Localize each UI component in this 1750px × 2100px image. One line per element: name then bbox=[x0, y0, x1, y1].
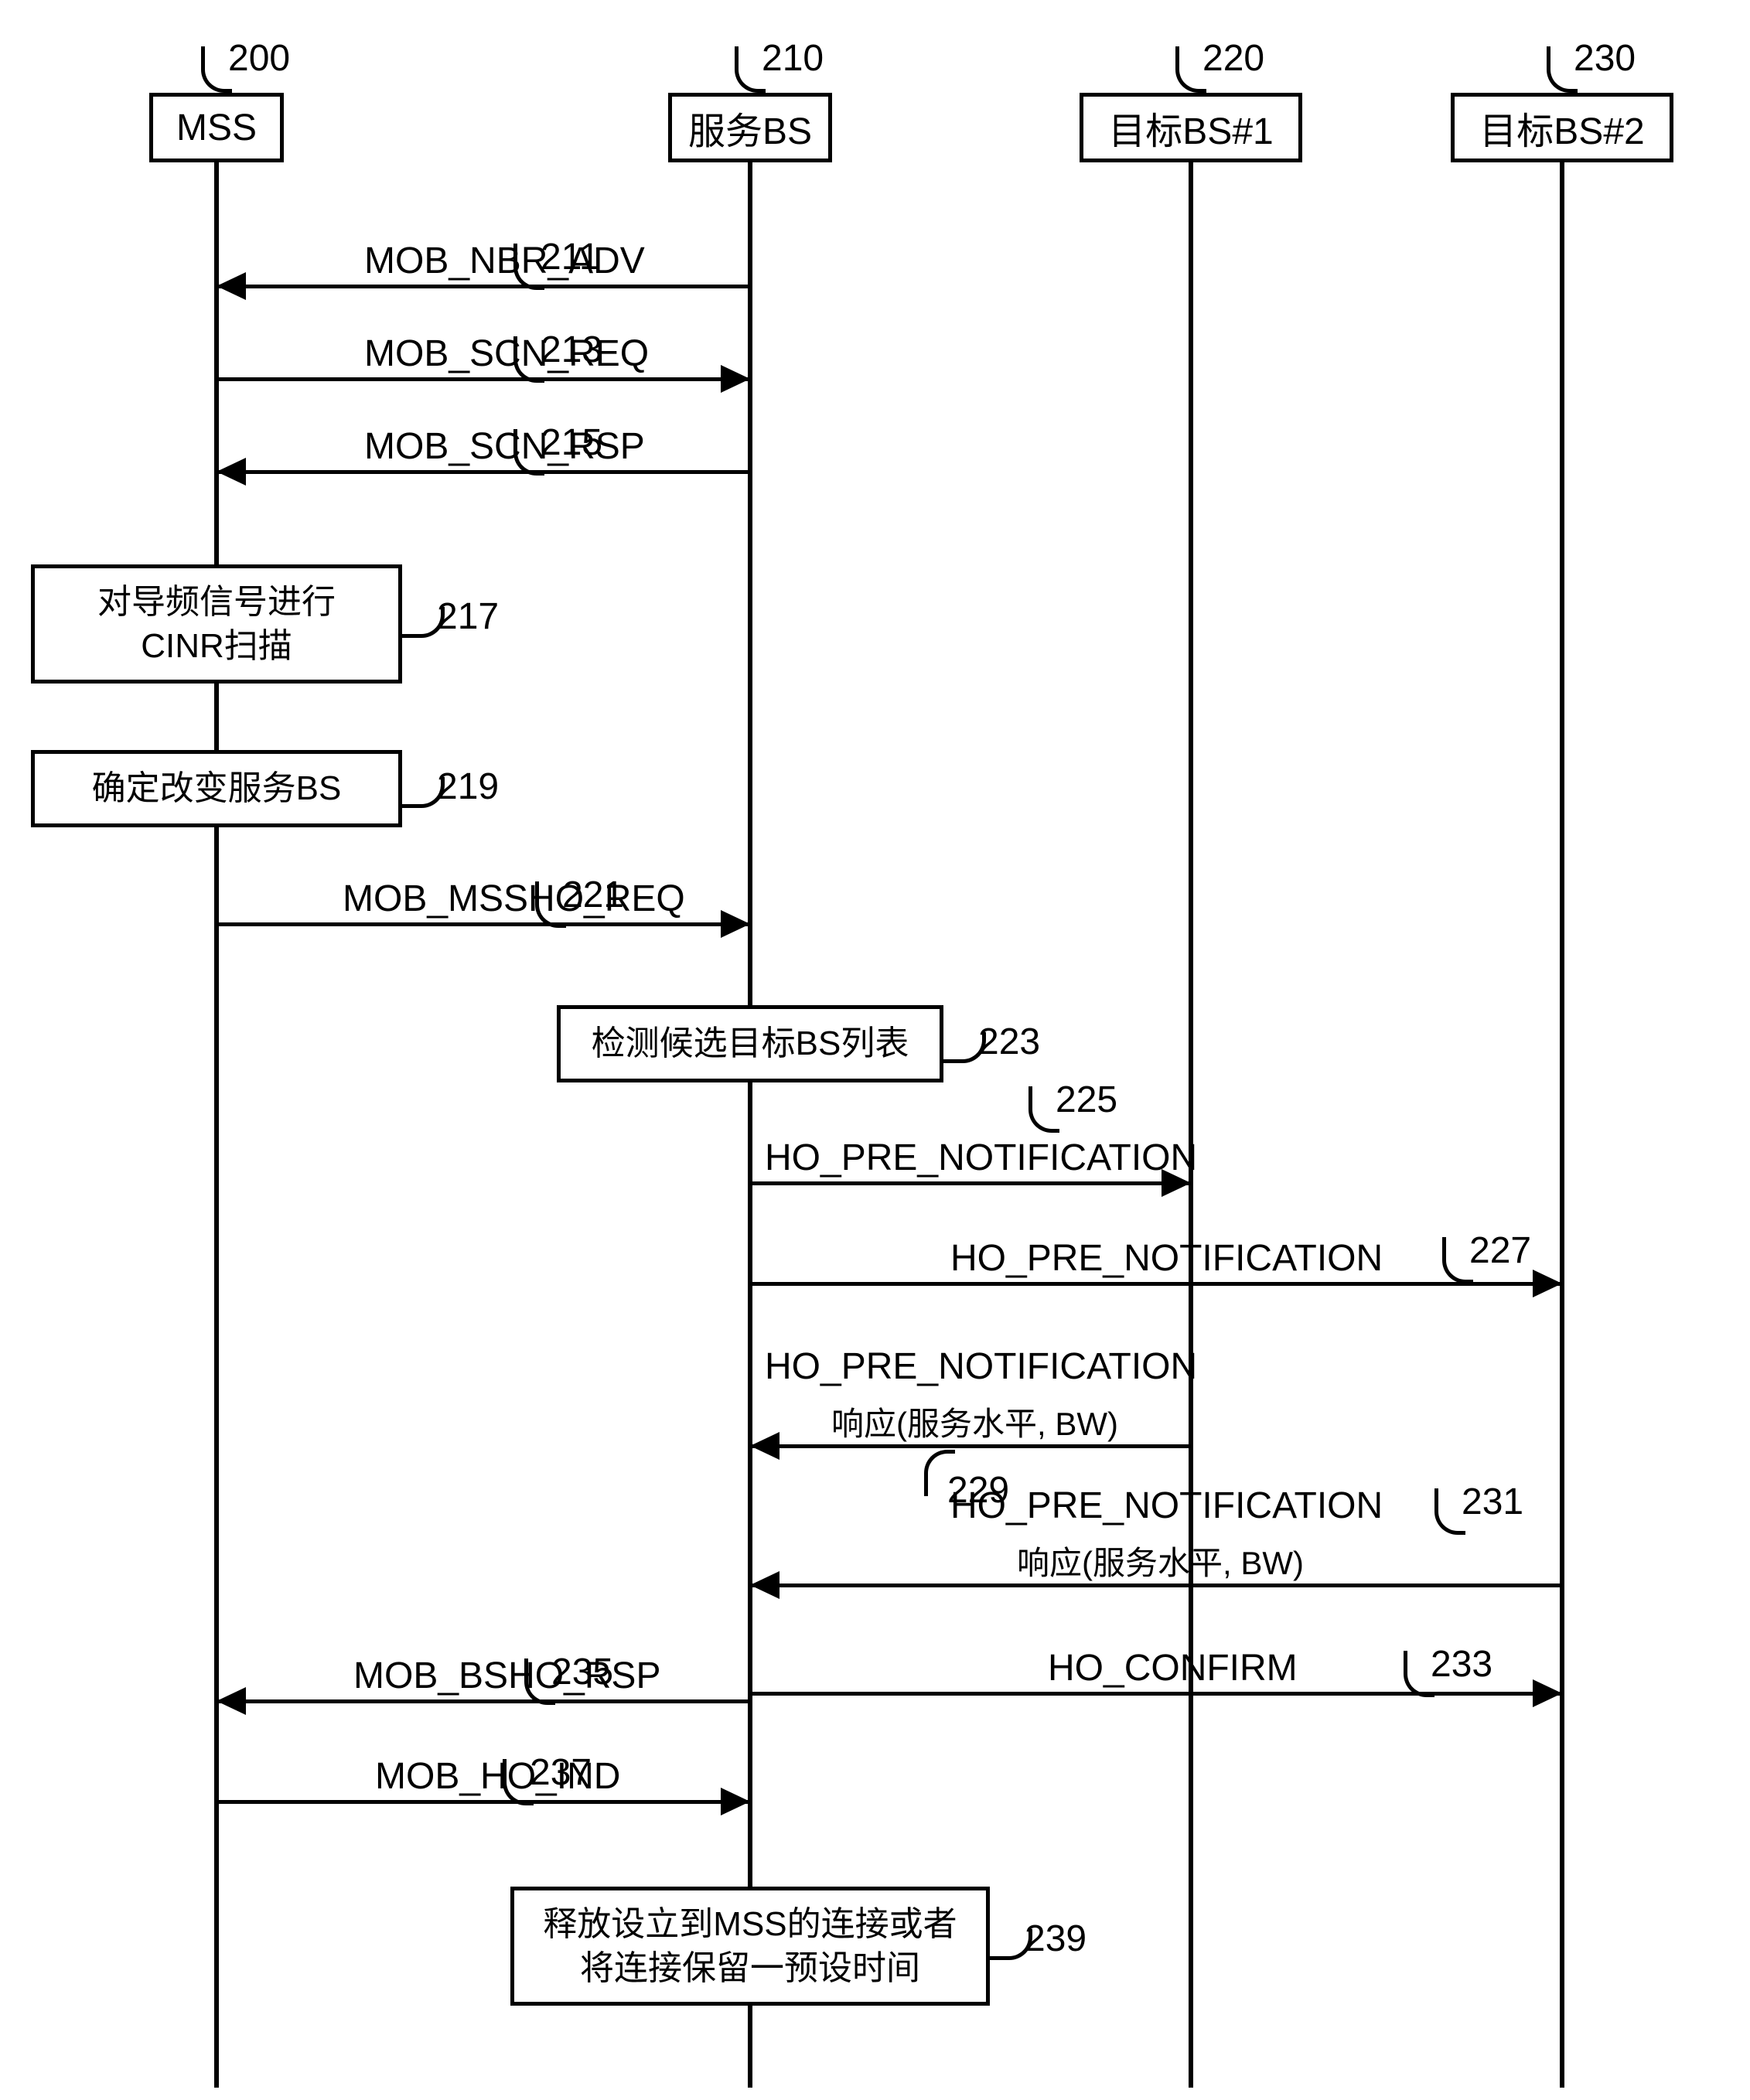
message-label: HO_PRE_NOTIFICATION bbox=[765, 1345, 1197, 1388]
message-line bbox=[750, 1282, 1562, 1286]
hook bbox=[1404, 1651, 1434, 1697]
message-ref: 215 bbox=[541, 421, 602, 464]
arrowhead bbox=[750, 1571, 779, 1599]
message-label: HO_PRE_NOTIFICATION bbox=[950, 1237, 1383, 1280]
message-label: MOB_BSHO_RSP bbox=[353, 1655, 660, 1697]
process-line: 检测候选目标BS列表 bbox=[592, 1021, 909, 1065]
message-ref: 233 bbox=[1431, 1643, 1492, 1686]
arrowhead bbox=[1533, 1270, 1562, 1297]
participant-ref-tgt1: 220 bbox=[1202, 37, 1264, 80]
process-ref: 223 bbox=[978, 1021, 1040, 1063]
message-label: MOB_NBR_ADV bbox=[364, 240, 645, 282]
message-line bbox=[217, 922, 750, 926]
message-label: HO_CONFIRM bbox=[1048, 1647, 1298, 1689]
participant-ref-srvbs: 210 bbox=[762, 37, 824, 80]
participant-srvbs: 服务BS bbox=[668, 93, 832, 162]
message-ref: 229 bbox=[947, 1469, 1009, 1512]
participant-ref-tgt2: 230 bbox=[1574, 37, 1636, 80]
process-box: 检测候选目标BS列表 bbox=[557, 1005, 943, 1082]
message-line bbox=[750, 1181, 1191, 1185]
hook bbox=[513, 429, 544, 476]
arrowhead bbox=[750, 1432, 779, 1460]
message-ref: 227 bbox=[1469, 1229, 1531, 1272]
message-label: MOB_MSSHO_REQ bbox=[343, 878, 685, 920]
process-line: 将连接保留一预设时间 bbox=[580, 1946, 920, 1990]
message-ref: 231 bbox=[1462, 1481, 1523, 1523]
process-line: 确定改变服务BS bbox=[92, 766, 342, 810]
message-label: MOB_SCN_REQ bbox=[364, 332, 649, 375]
process-line: 对导频信号进行 bbox=[97, 580, 336, 624]
hook bbox=[735, 46, 766, 93]
participant-tgt1: 目标BS#1 bbox=[1080, 93, 1302, 162]
arrowhead bbox=[217, 1687, 246, 1715]
hook bbox=[513, 336, 544, 383]
hook bbox=[535, 881, 566, 928]
process-ref: 219 bbox=[437, 765, 499, 808]
message-line bbox=[217, 377, 750, 381]
participant-tgt2: 目标BS#2 bbox=[1451, 93, 1673, 162]
message-line bbox=[750, 1692, 1562, 1696]
hook bbox=[1547, 46, 1578, 93]
message-ref: 221 bbox=[562, 874, 624, 916]
message-ref: 235 bbox=[551, 1651, 613, 1693]
arrowhead bbox=[217, 272, 246, 300]
message-line bbox=[217, 470, 750, 474]
participant-mss: MSS bbox=[149, 93, 284, 162]
process-box: 对导频信号进行CINR扫描 bbox=[31, 564, 402, 684]
hook bbox=[1029, 1086, 1059, 1133]
process-box: 确定改变服务BS bbox=[31, 750, 402, 827]
message-label: HO_PRE_NOTIFICATION bbox=[950, 1485, 1383, 1527]
lifeline-mss bbox=[214, 155, 219, 2088]
message-ref: 213 bbox=[541, 329, 602, 371]
message-ref: 225 bbox=[1056, 1079, 1117, 1121]
message-label: HO_PRE_NOTIFICATION bbox=[765, 1137, 1197, 1179]
message-ref: 237 bbox=[530, 1751, 592, 1794]
message-line bbox=[217, 1699, 750, 1703]
message-line bbox=[217, 285, 750, 288]
hook bbox=[201, 46, 232, 93]
process-ref: 239 bbox=[1025, 1918, 1087, 1960]
hook bbox=[503, 1759, 534, 1805]
process-line: 释放设立到MSS的连接或者 bbox=[543, 1902, 957, 1946]
message-ref: 211 bbox=[541, 236, 600, 278]
process-box: 释放设立到MSS的连接或者将连接保留一预设时间 bbox=[510, 1887, 990, 2006]
participant-ref-mss: 200 bbox=[228, 37, 290, 80]
arrowhead bbox=[721, 365, 750, 393]
arrowhead bbox=[217, 458, 246, 486]
hook bbox=[524, 1659, 555, 1705]
lifeline-tgt1 bbox=[1189, 155, 1193, 2088]
arrowhead bbox=[721, 1788, 750, 1815]
sequence-diagram: MSS 200 服务BS 210 目标BS#1 220 目标BS#2 230 MOB_NBR_A… bbox=[0, 0, 1750, 2100]
process-ref: 217 bbox=[437, 595, 499, 638]
hook bbox=[513, 244, 544, 290]
arrowhead bbox=[1533, 1679, 1562, 1707]
hook bbox=[1434, 1488, 1465, 1535]
message-sublabel: 响应(服务水平, BW) bbox=[831, 1398, 1118, 1445]
hook bbox=[1175, 46, 1206, 93]
hook bbox=[1442, 1237, 1473, 1284]
lifeline-tgt2 bbox=[1560, 155, 1564, 2088]
arrowhead bbox=[721, 910, 750, 938]
message-sublabel: 响应(服务水平, BW) bbox=[1017, 1537, 1304, 1584]
message-line bbox=[217, 1800, 750, 1804]
message-label: MOB_SCN_RSP bbox=[364, 425, 645, 468]
process-line: CINR扫描 bbox=[141, 624, 292, 668]
